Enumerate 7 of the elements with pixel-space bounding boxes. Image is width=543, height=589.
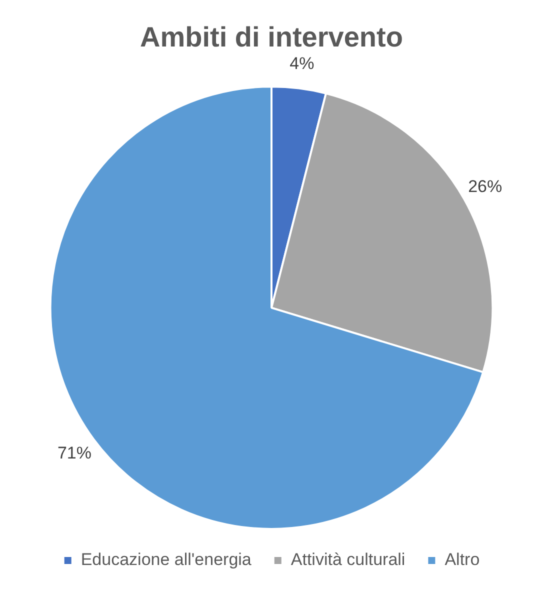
data-label: 26% [468,177,502,196]
legend-label: Altro [444,550,480,570]
data-label: 71% [57,443,92,462]
legend-label: Educazione all'energia [80,550,252,570]
data-label: 4% [290,54,314,74]
legend-label: Attività culturali [290,550,406,570]
chart-title: Ambiti di intervento [140,22,403,53]
